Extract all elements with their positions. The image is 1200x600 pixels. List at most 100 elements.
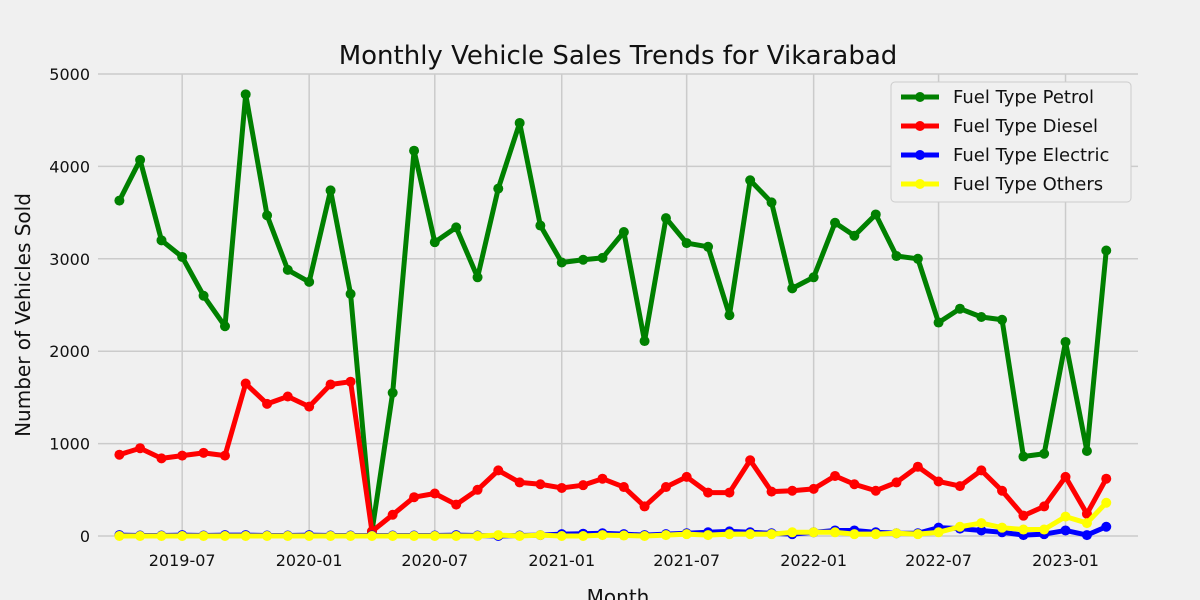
data-point	[849, 529, 860, 540]
data-point	[1060, 525, 1071, 536]
series-fuel-type-others	[114, 497, 1112, 541]
data-point	[870, 529, 881, 540]
data-point	[1081, 518, 1092, 529]
data-point	[493, 183, 504, 194]
data-point	[870, 485, 881, 496]
data-point	[451, 531, 462, 541]
data-point	[1060, 511, 1071, 522]
data-point	[325, 185, 336, 196]
x-tick-label: 2021-01	[528, 551, 595, 570]
y-tick-label: 2000	[49, 342, 90, 361]
y-tick-label: 5000	[49, 65, 90, 84]
data-point	[135, 531, 146, 541]
legend-label: Fuel Type Electric	[953, 145, 1109, 166]
data-point	[976, 518, 987, 529]
data-point	[240, 89, 251, 100]
data-point	[912, 461, 923, 472]
data-point	[578, 531, 589, 541]
data-point	[912, 529, 923, 540]
legend-swatch-marker	[915, 179, 925, 189]
data-point	[1101, 497, 1112, 508]
data-point	[114, 531, 125, 541]
data-point	[1060, 471, 1071, 482]
legend-swatch-marker	[915, 92, 925, 102]
data-point	[1039, 501, 1050, 512]
data-point	[1081, 530, 1092, 541]
data-point	[135, 443, 146, 454]
legend-label: Fuel Type Diesel	[953, 116, 1098, 137]
y-tick-label: 4000	[49, 157, 90, 176]
x-axis-label: Month	[587, 585, 650, 600]
data-point	[114, 195, 125, 206]
data-point	[1018, 524, 1029, 535]
data-point	[514, 531, 525, 541]
data-point	[933, 317, 944, 328]
data-point	[1018, 510, 1029, 521]
data-point	[366, 531, 377, 541]
data-point	[177, 531, 188, 541]
data-point	[618, 530, 629, 541]
data-point	[1101, 473, 1112, 484]
data-point	[451, 222, 462, 233]
y-tick-label: 0	[80, 527, 90, 546]
data-point	[429, 531, 440, 541]
data-point	[766, 529, 777, 540]
data-point	[535, 479, 546, 490]
data-point	[891, 251, 902, 262]
data-point	[933, 527, 944, 538]
data-point	[703, 530, 714, 541]
data-point	[556, 482, 567, 493]
data-point	[1101, 245, 1112, 256]
data-point	[724, 487, 735, 498]
y-tick-label: 1000	[49, 435, 90, 454]
data-point	[493, 530, 504, 541]
data-point	[240, 378, 251, 389]
data-point	[514, 477, 525, 488]
data-point	[618, 482, 629, 493]
legend-swatch-marker	[915, 150, 925, 160]
data-point	[262, 210, 273, 221]
data-point	[556, 531, 567, 541]
data-point	[597, 252, 608, 263]
data-point	[724, 310, 735, 321]
data-point	[409, 492, 420, 503]
data-point	[240, 531, 251, 541]
data-point	[429, 488, 440, 499]
data-point	[976, 525, 987, 536]
data-point	[745, 175, 756, 186]
data-point	[156, 453, 167, 464]
data-point	[681, 529, 692, 540]
data-point	[219, 450, 230, 461]
data-point	[681, 238, 692, 249]
data-point	[1101, 521, 1112, 532]
x-tick-label: 2022-07	[905, 551, 972, 570]
data-point	[830, 470, 841, 481]
data-point	[597, 473, 608, 484]
data-point	[849, 230, 860, 241]
data-point	[304, 401, 315, 412]
x-tick-label: 2019-07	[149, 551, 216, 570]
data-point	[493, 465, 504, 476]
data-point	[997, 485, 1008, 496]
data-point	[472, 272, 483, 283]
data-point	[787, 283, 798, 294]
series-lines	[114, 89, 1112, 541]
legend: Fuel Type Petrol Fuel Type Diesel Fuel Typ…	[890, 81, 1132, 203]
legend-box	[890, 81, 1132, 203]
data-point	[912, 253, 923, 264]
y-axis-label: Number of Vehicles Sold	[11, 193, 35, 437]
data-point	[830, 527, 841, 538]
data-point	[1039, 524, 1050, 535]
x-tick-label: 2021-07	[653, 551, 720, 570]
data-point	[429, 237, 440, 248]
data-point	[597, 530, 608, 541]
data-point	[345, 376, 356, 387]
data-point	[472, 484, 483, 495]
data-point	[724, 529, 735, 540]
data-point	[387, 509, 398, 520]
data-point	[891, 528, 902, 539]
series-fuel-type-petrol	[114, 89, 1112, 537]
x-tick-label: 2020-01	[276, 551, 343, 570]
data-point	[556, 257, 567, 268]
data-point	[954, 481, 965, 492]
